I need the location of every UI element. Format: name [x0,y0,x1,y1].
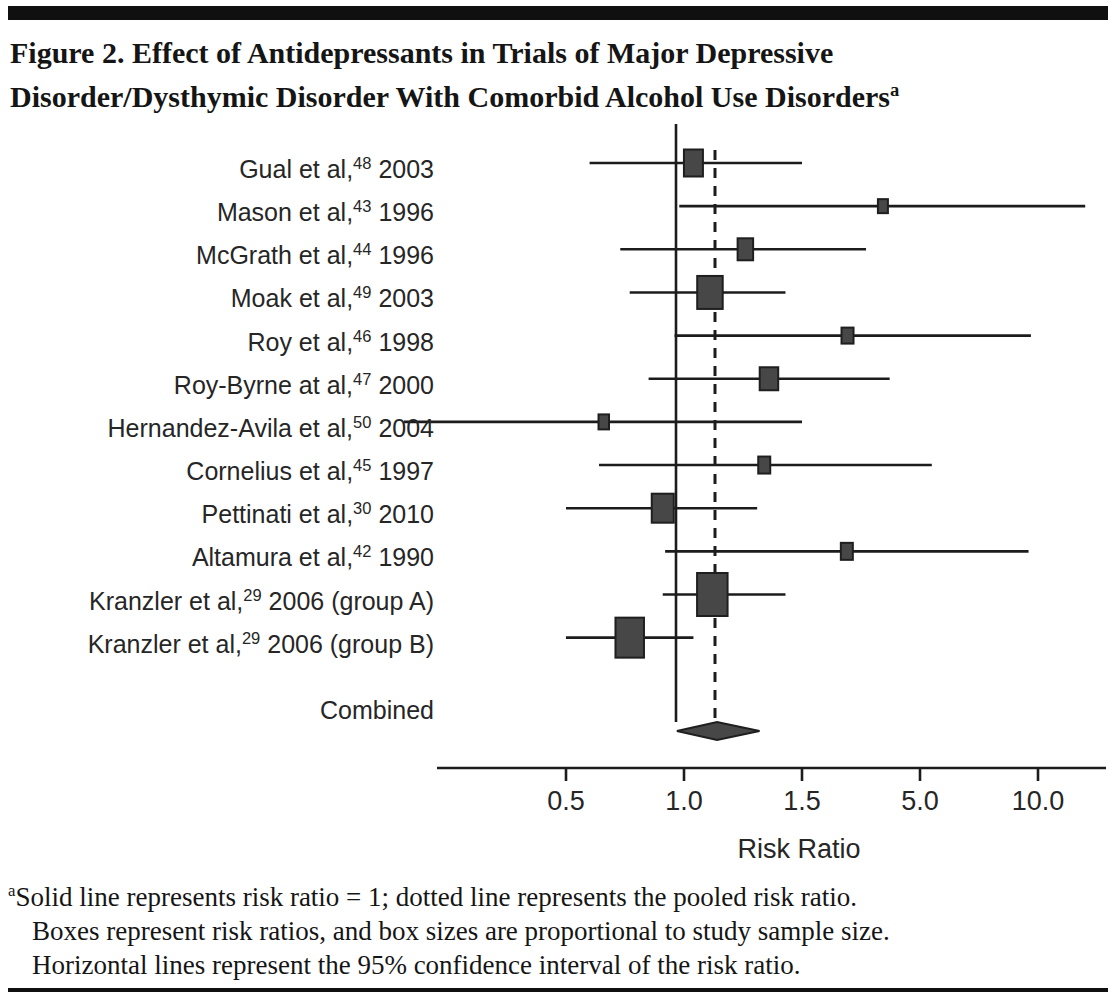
study-label: Altamura et al,42 1990 [0,535,434,573]
reference-superscript: 49 [353,283,371,301]
study-label: Hernandez-Avila et al,50 2004 [0,406,434,444]
label-text: Hernandez-Avila et al, [108,414,354,442]
reference-superscript: 29 [242,629,260,647]
combined-diamond [677,722,760,740]
label-text: 2003 [371,285,434,313]
study-label: Gual et al,48 2003 [0,147,434,185]
label-text: 1998 [371,328,434,356]
x-tick-label: 5.0 [875,786,965,817]
reference-superscript: 48 [353,154,371,172]
risk-ratio-box [738,238,754,260]
label-text: Kranzler et al, [88,630,242,658]
risk-ratio-box [697,276,723,309]
label-text: Pettinati et al, [202,501,353,529]
figure-footnote: aSolid line represents risk ratio = 1; d… [8,874,1108,982]
label-text: 2004 [371,414,434,442]
study-label: McGrath et al,44 1996 [0,233,434,271]
risk-ratio-box [878,199,888,213]
label-text: 2010 [371,501,434,529]
footnote-line2: Boxes represent risk ratios, and box siz… [8,914,1108,948]
label-text: McGrath et al, [196,242,353,270]
x-axis-title: Risk Ratio [699,834,899,865]
label-text: 2000 [371,371,434,399]
label-text: 2006 (group A) [262,587,434,615]
reference-superscript: 45 [353,456,371,474]
figure-page: Figure 2. Effect of Antidepressants in T… [0,0,1117,1001]
label-text: Combined [320,696,434,724]
label-text: Gual et al, [239,155,353,183]
reference-superscript: 43 [353,197,371,215]
risk-ratio-box [760,367,779,390]
label-text: Kranzler et al, [89,587,243,615]
reference-superscript: 42 [353,542,371,560]
label-text: Altamura et al, [192,544,353,572]
study-label: Kranzler et al,29 2006 (group A) [0,579,434,617]
risk-ratio-box [652,494,674,523]
study-label: Moak et al,49 2003 [0,276,434,314]
study-label: Roy-Byrne at al,47 2000 [0,363,434,401]
x-tick-label: 0.5 [521,786,611,817]
x-tick-label: 10.0 [993,786,1083,817]
study-label: Mason et al,43 1996 [0,190,434,228]
reference-superscript: 50 [353,413,371,431]
label-text: Roy et al, [247,328,353,356]
study-label: Cornelius et al,45 1997 [0,449,434,487]
footnote-line1: aSolid line represents risk ratio = 1; d… [8,874,1108,914]
reference-superscript: 29 [243,586,261,604]
label-text: 2006 (group B) [260,630,434,658]
study-label: Pettinati et al,30 2010 [0,492,434,530]
risk-ratio-box [842,328,854,344]
combined-label: Combined [0,694,434,726]
label-text: 1990 [371,544,434,572]
risk-ratio-box [697,573,728,616]
x-tick-label: 1.0 [639,786,729,817]
label-text: 1996 [371,242,434,270]
label-text: Moak et al, [231,285,353,313]
reference-superscript: 30 [353,499,371,517]
risk-ratio-box [758,457,770,474]
reference-superscript: 47 [353,370,371,388]
label-text: 2003 [371,155,434,183]
label-text: 1996 [371,198,434,226]
reference-superscript: 44 [353,240,371,258]
reference-superscript: 46 [353,327,371,345]
risk-ratio-box [615,618,644,658]
study-label: Kranzler et al,29 2006 (group B) [0,622,434,660]
risk-ratio-box [599,414,610,429]
study-label: Roy et al,46 1998 [0,320,434,358]
x-tick-label: 1.5 [757,786,847,817]
label-text: Mason et al, [217,198,353,226]
footnote-line3: Horizontal lines represent the 95% confi… [8,948,1108,982]
label-text: Cornelius et al, [186,457,353,485]
label-text: 1997 [371,457,434,485]
risk-ratio-box [684,150,703,177]
risk-ratio-box [841,543,853,560]
label-text: Roy-Byrne at al, [174,371,353,399]
bottom-rule [8,988,1108,992]
